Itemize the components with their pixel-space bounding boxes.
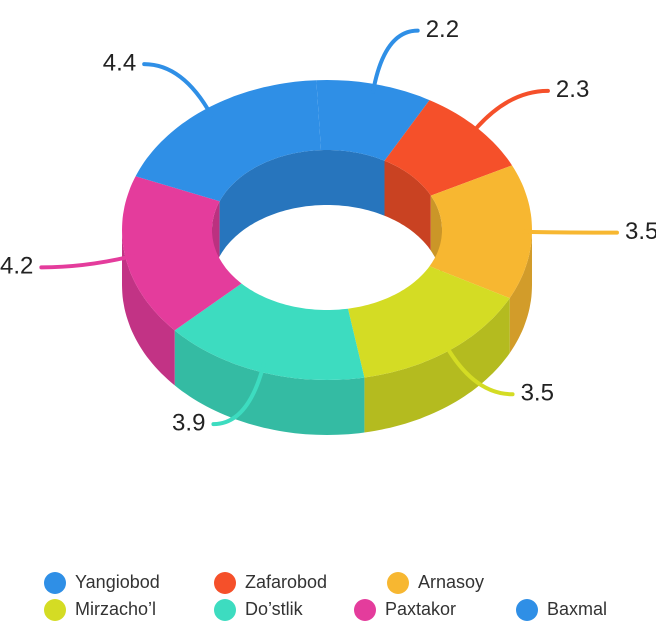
slice bbox=[429, 165, 532, 299]
leader-line bbox=[442, 341, 515, 397]
legend-label: Yangiobod bbox=[75, 572, 160, 592]
outer-wall bbox=[174, 330, 365, 435]
slice bbox=[384, 100, 512, 196]
inner-wall bbox=[321, 150, 385, 216]
outer-wall bbox=[122, 230, 175, 386]
slice bbox=[122, 176, 242, 331]
legend-swatch bbox=[214, 572, 236, 594]
legend-label: Zafarobod bbox=[245, 572, 327, 592]
inner-wall bbox=[384, 160, 431, 251]
legend-label: Mirzacho’l bbox=[75, 599, 156, 619]
slice bbox=[348, 266, 510, 378]
slice bbox=[174, 283, 365, 380]
legend-label: Arnasoy bbox=[418, 572, 484, 592]
legend-swatch bbox=[354, 599, 376, 621]
legend-swatch bbox=[516, 599, 538, 621]
value-label: 4.2 bbox=[0, 253, 33, 280]
legend-swatch bbox=[387, 572, 409, 594]
legend-swatch bbox=[44, 599, 66, 621]
leader-line bbox=[39, 253, 136, 270]
value-label: 2.2 bbox=[426, 16, 459, 43]
slices bbox=[122, 80, 532, 380]
leader-line bbox=[469, 88, 550, 136]
outer-wall bbox=[364, 298, 510, 433]
leader-line bbox=[211, 362, 266, 427]
value-labels: 2.2 2.3 3.5 3.5 3.9 4.2 4.4 bbox=[0, 16, 656, 436]
legend-swatch bbox=[44, 572, 66, 594]
value-label: 4.4 bbox=[103, 49, 136, 76]
slice bbox=[135, 80, 321, 202]
outer-wall bbox=[509, 230, 532, 354]
value-label: 3.5 bbox=[521, 380, 554, 407]
slice bbox=[316, 80, 430, 161]
leader-line bbox=[142, 62, 214, 118]
value-label: 2.3 bbox=[556, 76, 589, 103]
legend-swatch bbox=[214, 599, 236, 621]
legend-label: Do’stlik bbox=[245, 599, 304, 619]
legend-label: Paxtakor bbox=[385, 599, 456, 619]
leader-line bbox=[521, 229, 619, 235]
value-label: 3.5 bbox=[625, 218, 656, 245]
outer-walls bbox=[122, 230, 532, 435]
legend-label: Baxmal bbox=[547, 599, 607, 619]
value-label: 3.9 bbox=[172, 409, 205, 436]
leader-line bbox=[370, 28, 420, 94]
inner-wall bbox=[219, 150, 321, 257]
